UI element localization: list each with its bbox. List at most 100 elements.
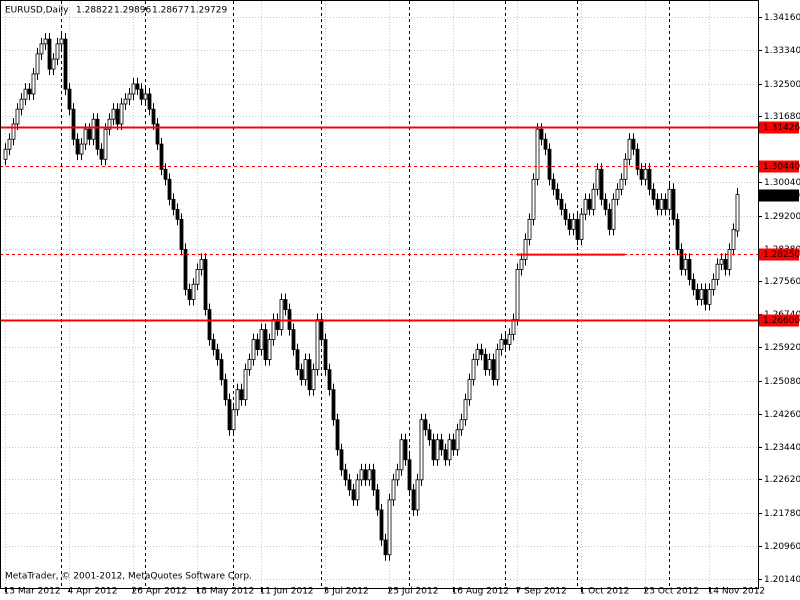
candle-body [403, 439, 408, 461]
candle-body [587, 198, 592, 210]
candle-body [431, 439, 436, 461]
candle-body [195, 269, 200, 285]
candle-body [571, 218, 576, 230]
candle-body [427, 429, 432, 441]
candle-body [347, 479, 352, 491]
candle-body [159, 143, 164, 170]
candle-body [175, 208, 180, 220]
level-label-box [759, 160, 799, 173]
candle-body [235, 389, 240, 411]
y-tick-label: 1.34160 [764, 13, 800, 23]
candle-body [31, 73, 36, 95]
candle-body [711, 279, 716, 290]
candle-body [359, 469, 364, 481]
candle-body [291, 329, 296, 350]
candle-body [27, 88, 32, 95]
x-tick-label: 25 Jul 2012 [388, 587, 439, 597]
candle-body [719, 259, 724, 265]
candle-body [515, 269, 520, 320]
candle-body [643, 168, 648, 180]
candle-body [591, 188, 596, 210]
candle-body [123, 98, 128, 105]
candle-body [687, 259, 692, 280]
candle-body [239, 389, 244, 401]
candle-body [99, 148, 104, 160]
candle-body [511, 319, 516, 335]
candle-body [479, 349, 484, 355]
footer: MetaTrader, © 2001-2012, MetaQuotes Soft… [5, 572, 252, 582]
candle-body [447, 439, 452, 461]
x-tick-label: 18 May 2012 [196, 587, 255, 597]
y-tick-label: 1.25080 [764, 377, 800, 387]
candle-body [647, 168, 652, 190]
candle-body [203, 259, 208, 310]
candle-body [231, 409, 236, 431]
candle-body [599, 168, 604, 200]
candle-body [243, 369, 248, 401]
candle-body [375, 489, 380, 511]
candle-body [207, 309, 212, 340]
x-tick-label: 23 Oct 2012 [644, 587, 700, 597]
candle-body [103, 128, 108, 160]
candle-body [371, 469, 376, 491]
candle-body [59, 38, 64, 45]
candle-body [179, 218, 184, 250]
price-label: 1.29729 [763, 191, 800, 201]
candle-body [611, 198, 616, 230]
candle-body [527, 218, 532, 240]
candle-body [71, 108, 76, 140]
candle-body [15, 108, 20, 125]
candle-body [79, 143, 84, 155]
candle-body [379, 509, 384, 541]
candle-body [595, 168, 600, 190]
candle-body [651, 188, 656, 200]
candle-body [147, 93, 152, 110]
x-tick-label: 13 Mar 2012 [4, 587, 61, 597]
candle-body [383, 539, 388, 556]
candle-body [51, 58, 56, 70]
candle-body [459, 419, 464, 431]
x-tick-label: 7 Sep 2012 [516, 587, 567, 597]
plot [0, 33, 758, 561]
candle-body [307, 359, 312, 391]
x-tick-label: 26 Apr 2012 [132, 587, 188, 597]
candle-body [503, 339, 508, 345]
candle-body [451, 439, 456, 451]
level-label-box [759, 121, 799, 134]
candle-body [639, 168, 644, 180]
y-tick-label: 1.21780 [764, 509, 800, 519]
candle-body [555, 188, 560, 200]
candle-body [267, 339, 272, 361]
level-label: 1.30440 [763, 162, 800, 172]
candle-body [731, 228, 736, 250]
candle-body [127, 93, 132, 100]
candle-body [455, 429, 460, 451]
candle-body [423, 419, 428, 431]
candle-body [7, 138, 12, 150]
candle-body [107, 118, 112, 130]
price-label-box [759, 189, 799, 202]
candle-body [607, 208, 612, 230]
candle-body [219, 359, 224, 381]
x-tick-label: 4 Apr 2012 [68, 587, 118, 597]
candle-body [635, 148, 640, 170]
candle-body [311, 369, 316, 391]
level-label: 1.28250 [763, 250, 800, 260]
x-tick-label: 14 Nov 2012 [708, 587, 766, 597]
candle-body [227, 399, 232, 431]
candle-body [475, 349, 480, 361]
candle-body [187, 289, 192, 300]
candle-body [471, 359, 476, 381]
x-tick-label: 11 Jun 2012 [260, 587, 314, 597]
candle-body [299, 369, 304, 381]
candle-body [19, 98, 24, 110]
candle-body [411, 489, 416, 511]
y-tick-label: 1.27560 [764, 277, 800, 287]
candle-body [119, 103, 124, 125]
candle-body [699, 289, 704, 300]
candle-body [39, 43, 44, 55]
candle-body [391, 479, 396, 501]
y-tick-label: 1.20140 [764, 575, 800, 585]
